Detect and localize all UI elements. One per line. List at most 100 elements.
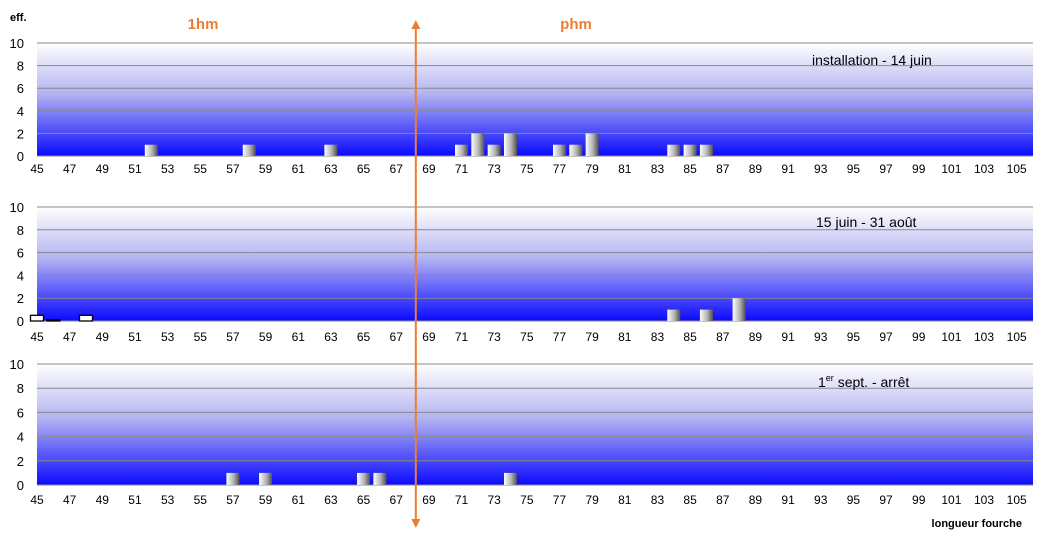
x-axis-label: longueur fourche [932,518,1022,530]
bar [569,144,583,156]
x-tick-label: 63 [324,330,338,344]
region-label-left: 1hm [188,16,219,33]
plot-area [37,364,1033,485]
y-tick-label: 0 [17,478,24,493]
y-tick-label: 10 [10,36,24,51]
x-tick-label: 97 [879,162,893,176]
x-tick-label: 97 [879,493,893,507]
panel-title: 15 juin - 31 août [816,214,917,230]
bar-outline [29,314,45,322]
bar [144,144,158,156]
x-tick-label: 77 [553,330,567,344]
x-tick-label: 65 [357,493,371,507]
x-tick-label: 77 [553,493,567,507]
x-tick-label: 101 [941,493,961,507]
x-tick-label: 83 [651,330,665,344]
x-tick-label: 71 [455,493,469,507]
x-tick-label: 95 [847,162,861,176]
panel-title: installation - 14 juin [812,52,932,68]
y-tick-label: 8 [17,59,24,74]
y-tick-label: 6 [17,405,24,420]
x-tick-label: 103 [974,493,994,507]
x-tick-label: 89 [749,162,763,176]
x-tick-label: 67 [390,330,404,344]
y-tick-label: 0 [17,314,24,329]
x-tick-label: 97 [879,330,893,344]
x-tick-label: 59 [259,162,273,176]
x-tick-label: 87 [716,162,730,176]
x-tick-label: 95 [847,330,861,344]
y-tick-label: 0 [17,149,24,164]
y-tick-label: 6 [17,81,24,96]
x-tick-label: 45 [30,162,44,176]
divider-arrowhead-top [411,20,421,29]
y-tick-label: 10 [10,357,24,372]
x-tick-label: 87 [716,330,730,344]
x-tick-label: 99 [912,330,926,344]
x-tick-label: 47 [63,330,77,344]
bar [226,472,240,485]
x-tick-label: 91 [781,493,795,507]
x-tick-label: 71 [455,330,469,344]
x-tick-label: 75 [520,162,534,176]
x-tick-label: 81 [618,162,632,176]
x-tick-label: 83 [651,162,665,176]
panel-title-sup: er [826,373,834,383]
x-tick-label: 75 [520,493,534,507]
y-tick-label: 6 [17,246,24,261]
y-tick-label: 8 [17,223,24,238]
x-tick-label: 53 [161,493,175,507]
y-tick-label: 2 [17,291,24,306]
x-tick-label: 83 [651,493,665,507]
bar [259,472,273,485]
x-tick-label: 85 [683,162,697,176]
bar [699,144,713,156]
x-tick-label: 89 [749,330,763,344]
plot-area [37,43,1033,156]
bar [683,144,697,156]
y-axis-label: eff. [10,12,27,24]
bar-outline [46,319,61,322]
x-tick-label: 73 [488,330,502,344]
x-tick-label: 75 [520,330,534,344]
x-tick-label: 93 [814,162,828,176]
bar [699,309,713,321]
bar [487,144,501,156]
x-tick-label: 81 [618,330,632,344]
y-tick-label: 2 [17,126,24,141]
x-tick-label: 65 [357,162,371,176]
x-tick-label: 99 [912,162,926,176]
x-tick-label: 105 [1007,162,1027,176]
x-tick-label: 53 [161,162,175,176]
region-label-right: phm [560,16,592,33]
x-tick-label: 73 [488,162,502,176]
x-tick-label: 103 [974,162,994,176]
bar [667,144,681,156]
x-tick-label: 79 [585,162,599,176]
x-tick-label: 67 [390,493,404,507]
bar [552,144,566,156]
y-tick-label: 8 [17,381,24,396]
x-tick-label: 59 [259,330,273,344]
x-tick-label: 93 [814,493,828,507]
x-tick-label: 69 [422,162,436,176]
bar-outline [78,314,94,322]
panel-1: 0 2 4 6 8 10 45 47 49 51 53 55 57 59 61 63 65 67 69 71 73 75 7… [10,36,1033,176]
x-tick-label: 73 [488,493,502,507]
x-tick-label: 51 [128,162,142,176]
divider-arrow [411,20,421,528]
panel-3: 0 2 4 6 8 10 45 47 49 51 53 55 57 59 61 63 65 67 69 71 73 75 7… [10,357,1033,507]
panel-title-prefix: 1 [818,374,826,390]
x-tick-label: 55 [194,330,208,344]
y-tick-label: 4 [17,268,24,283]
x-tick-label: 81 [618,493,632,507]
x-tick-label: 49 [96,162,110,176]
x-tick-label: 49 [96,493,110,507]
x-tick-label: 55 [194,493,208,507]
x-tick-label: 61 [292,330,306,344]
bar [373,472,387,485]
y-tick-label: 10 [10,200,24,215]
